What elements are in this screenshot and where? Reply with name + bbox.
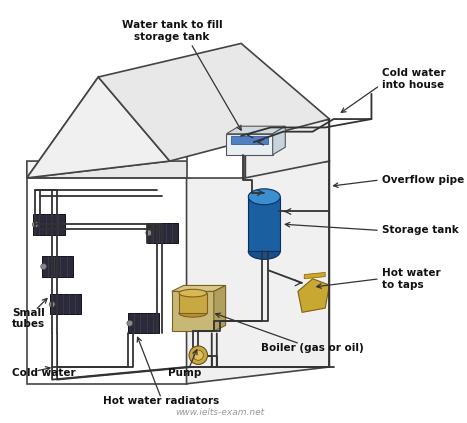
Ellipse shape	[248, 189, 280, 205]
Ellipse shape	[248, 244, 280, 259]
Polygon shape	[27, 161, 329, 178]
Polygon shape	[226, 126, 285, 134]
Circle shape	[127, 320, 133, 326]
Polygon shape	[42, 256, 73, 277]
Polygon shape	[231, 136, 269, 144]
Polygon shape	[273, 126, 285, 155]
Polygon shape	[214, 286, 226, 331]
Polygon shape	[245, 119, 329, 178]
Circle shape	[189, 346, 207, 365]
Ellipse shape	[179, 289, 207, 297]
Text: Boiler (gas or oil): Boiler (gas or oil)	[261, 343, 364, 353]
Polygon shape	[304, 272, 325, 279]
Text: Small
tubes: Small tubes	[12, 308, 45, 330]
Polygon shape	[27, 77, 170, 178]
Polygon shape	[226, 134, 273, 155]
Text: Storage tank: Storage tank	[382, 225, 459, 236]
Polygon shape	[147, 223, 178, 243]
Polygon shape	[27, 178, 186, 384]
Polygon shape	[186, 119, 329, 136]
Text: Overflow pipe: Overflow pipe	[382, 175, 464, 185]
Polygon shape	[50, 294, 81, 314]
Text: Cold water
into house: Cold water into house	[382, 69, 446, 90]
Text: Hot water radiators: Hot water radiators	[103, 396, 219, 406]
Polygon shape	[298, 279, 329, 312]
Polygon shape	[172, 286, 226, 291]
Polygon shape	[98, 44, 329, 161]
Polygon shape	[248, 197, 280, 251]
Circle shape	[193, 350, 203, 360]
Text: Water tank to fill
storage tank: Water tank to fill storage tank	[121, 20, 222, 42]
Circle shape	[49, 302, 55, 308]
Polygon shape	[33, 214, 64, 235]
Polygon shape	[186, 161, 329, 384]
Polygon shape	[186, 136, 245, 178]
Circle shape	[32, 222, 38, 228]
Polygon shape	[172, 291, 214, 331]
Polygon shape	[27, 77, 170, 178]
Text: Hot water
to taps: Hot water to taps	[382, 268, 440, 289]
Text: Pump: Pump	[168, 368, 201, 378]
Circle shape	[41, 264, 47, 269]
Text: www.ielts-exam.net: www.ielts-exam.net	[176, 409, 265, 418]
Text: Cold water: Cold water	[12, 368, 76, 378]
Ellipse shape	[179, 310, 207, 317]
Polygon shape	[127, 313, 159, 333]
Circle shape	[146, 230, 152, 236]
Polygon shape	[179, 293, 207, 313]
